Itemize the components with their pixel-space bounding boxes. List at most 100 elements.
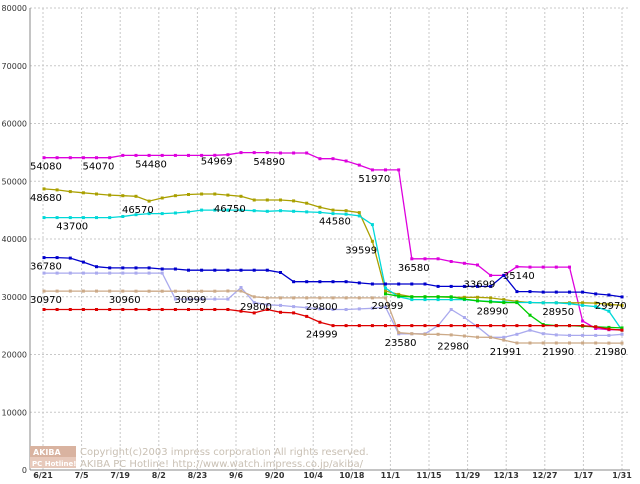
y-tick-label: 60000 — [2, 120, 27, 129]
data-point — [81, 260, 85, 264]
data-label: 46750 — [214, 204, 246, 215]
data-point — [502, 301, 506, 305]
data-point — [489, 300, 493, 304]
data-point — [55, 271, 59, 275]
data-point — [200, 268, 204, 272]
data-point — [95, 271, 98, 275]
data-point — [370, 296, 374, 300]
y-tick-label: 70000 — [2, 62, 27, 71]
data-point — [173, 194, 177, 198]
data-point — [318, 296, 322, 300]
data-label: 23580 — [385, 338, 417, 349]
data-point — [265, 303, 269, 307]
data-point — [95, 156, 98, 160]
data-point — [95, 308, 98, 311]
data-point — [305, 201, 309, 205]
data-label: 36780 — [30, 262, 62, 273]
data-point — [160, 267, 164, 271]
data-label: 29800 — [240, 302, 272, 313]
data-point — [81, 289, 85, 293]
data-point — [384, 286, 387, 290]
data-point — [397, 331, 401, 335]
data-point — [384, 289, 387, 293]
data-point — [568, 324, 571, 328]
data-point — [173, 308, 177, 311]
y-tick-label: 40000 — [2, 235, 27, 244]
data-point — [108, 193, 112, 197]
data-point — [305, 280, 309, 284]
data-point — [108, 308, 112, 311]
data-point — [292, 151, 296, 155]
data-point — [200, 289, 204, 293]
data-point — [252, 295, 256, 299]
data-label: 54480 — [135, 159, 167, 170]
data-point — [528, 290, 532, 294]
data-point — [121, 215, 125, 218]
x-tick-label: 12/13 — [494, 471, 519, 480]
data-point — [384, 282, 387, 286]
data-point — [620, 341, 624, 345]
data-point — [121, 271, 125, 275]
data-point — [160, 308, 164, 311]
data-point — [344, 308, 348, 311]
data-point — [292, 209, 296, 213]
data-point — [239, 289, 243, 293]
data-point — [42, 271, 46, 275]
data-point — [357, 307, 361, 311]
data-point — [581, 290, 585, 294]
data-point — [187, 193, 190, 196]
x-tick-label: 10/4 — [303, 471, 323, 480]
data-point — [147, 212, 151, 216]
data-point — [554, 333, 558, 337]
x-tick-label: 7/5 — [75, 471, 89, 480]
data-point — [68, 216, 72, 220]
data-point — [226, 308, 230, 311]
data-label: 48680 — [30, 193, 62, 204]
data-point — [42, 289, 46, 293]
data-point — [357, 163, 361, 167]
data-point — [265, 198, 269, 202]
data-label: 35140 — [503, 271, 535, 282]
data-point — [173, 267, 177, 271]
data-point — [357, 296, 361, 300]
data-point — [397, 294, 401, 298]
data-label: 29970 — [595, 301, 627, 312]
data-point — [279, 310, 282, 314]
data-point — [528, 341, 532, 345]
data-point — [397, 168, 401, 172]
data-point — [384, 168, 387, 172]
data-label: 51970 — [358, 174, 390, 185]
data-point — [279, 271, 282, 274]
data-point — [620, 328, 624, 332]
data-point — [108, 289, 112, 293]
data-label: 21991 — [490, 347, 522, 358]
data-point — [449, 298, 453, 302]
data-point — [213, 297, 217, 301]
data-point — [134, 213, 138, 217]
data-point — [620, 295, 624, 299]
data-point — [318, 157, 322, 161]
data-point — [554, 324, 558, 328]
data-point — [581, 301, 585, 305]
data-point — [436, 295, 440, 299]
data-point — [370, 306, 374, 310]
x-tick-label: 8/2 — [152, 471, 166, 480]
data-point — [147, 153, 151, 157]
data-point — [449, 295, 453, 299]
data-point — [357, 214, 361, 218]
x-tick-label: 12/27 — [532, 471, 557, 480]
data-label: 22980 — [437, 341, 469, 352]
data-point — [489, 324, 493, 328]
data-point — [252, 151, 256, 155]
y-tick-label: 30000 — [2, 293, 27, 302]
data-point — [476, 299, 479, 303]
y-tick-label: 20000 — [2, 351, 27, 360]
data-point — [344, 159, 348, 163]
data-point — [147, 266, 151, 270]
data-point — [279, 209, 282, 213]
data-point — [554, 265, 558, 269]
data-point — [121, 153, 125, 157]
data-point — [265, 296, 269, 300]
data-point — [160, 271, 164, 275]
data-point — [423, 324, 427, 328]
